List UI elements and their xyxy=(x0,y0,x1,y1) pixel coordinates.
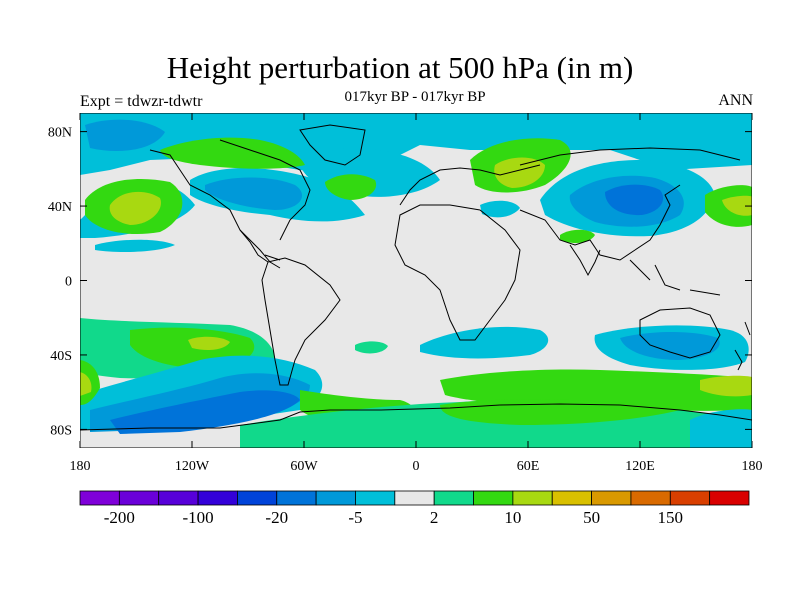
season-label: ANN xyxy=(718,92,753,109)
north-america-negative-core xyxy=(205,177,303,210)
central-america-coast xyxy=(239,229,281,263)
x-tick-label: 180 xyxy=(742,459,763,474)
y-tick-label: 40N xyxy=(48,200,72,215)
south-indian-positive-bottom xyxy=(440,399,680,425)
new-zealand-coast xyxy=(734,321,751,371)
southern-indian-positive-core xyxy=(700,375,752,397)
india-coast xyxy=(569,244,601,277)
west-pacific-positive-core xyxy=(722,195,752,216)
x-tick-label: 120E xyxy=(625,459,655,474)
colorbar-swatch xyxy=(197,490,238,506)
colorbar-label: 150 xyxy=(658,508,684,527)
colorbar-swatch xyxy=(473,490,514,506)
greenland-coast xyxy=(299,124,366,166)
colorbar: -200 -100 -20 -5 2 10 50 150 xyxy=(79,490,750,527)
coastlines xyxy=(80,124,752,431)
colorbar-swatch xyxy=(158,490,199,506)
x-tick-label: 180 xyxy=(70,459,91,474)
y-tick-label: 0 xyxy=(65,275,72,290)
x-tick-label: 60W xyxy=(290,459,318,474)
colorbar-swatch xyxy=(118,490,160,506)
colorbar-label: 50 xyxy=(583,508,600,527)
colorbar-swatch xyxy=(355,490,396,506)
colorbar-swatch xyxy=(315,490,356,506)
southeast-pacific-positive-core xyxy=(80,372,92,396)
x-axis-ticks: 180 120W 60W 0 60E 120E 180 xyxy=(70,113,763,474)
x-tick-label: 60E xyxy=(517,459,540,474)
colorbar-swatch xyxy=(591,490,632,506)
colorbar-label: 2 xyxy=(430,508,439,527)
plot-title: Height perturbation at 500 hPa (in m) xyxy=(166,50,634,85)
southeast-asia-islands xyxy=(629,259,721,296)
australia-negative-core xyxy=(620,332,720,360)
colorbar-swatch xyxy=(512,490,553,506)
colorbar-label: -200 xyxy=(104,508,135,527)
colorbar-swatch xyxy=(79,490,120,506)
north-atlantic-positive xyxy=(325,174,377,200)
asia-coast xyxy=(519,147,741,261)
south-pacific-positive-core xyxy=(188,336,230,350)
greenland-positive xyxy=(160,137,305,169)
mediterranean-negative xyxy=(480,200,520,218)
indian-ocean-negative xyxy=(420,326,549,359)
y-tick-label: 80N xyxy=(48,126,72,141)
colorbar-swatch xyxy=(709,490,750,506)
colorbar-swatch xyxy=(630,490,671,506)
colorbar-swatch xyxy=(394,490,435,506)
colorbar-swatch xyxy=(551,490,592,506)
axes: 180 120W 60W 0 60E 120E 180 80N 40N 0 40S 80S xyxy=(48,113,763,474)
colorbar-swatch xyxy=(276,490,317,506)
antarctica-coast xyxy=(80,403,752,431)
y-tick-label: 40S xyxy=(50,349,72,364)
tropical-pacific-negative xyxy=(95,239,175,253)
australia-coast xyxy=(639,307,721,359)
colorbar-label: 10 xyxy=(504,508,521,527)
north-america-coast xyxy=(149,139,311,269)
y-axis-ticks: 80N 40N 0 40S 80S xyxy=(48,126,752,438)
europe-positive-core xyxy=(494,157,545,188)
height-perturbation-map xyxy=(80,113,752,448)
arctic-negative-core xyxy=(85,119,165,152)
contour-fills-south xyxy=(80,318,752,448)
colorbar-swatch xyxy=(237,490,278,506)
africa-coast xyxy=(394,204,521,341)
north-pacific-positive-core xyxy=(109,191,161,225)
arabia-positive xyxy=(560,229,595,243)
plot-subtitle: 017kyr BP - 017kyr BP xyxy=(344,89,486,105)
x-tick-label: 120W xyxy=(175,459,210,474)
colorbar-label: -20 xyxy=(265,508,288,527)
europe-coast xyxy=(399,164,541,206)
experiment-label: Expt = tdwzr-tdwtr xyxy=(80,93,203,110)
south-america-coast xyxy=(261,257,341,386)
south-atlantic-small-positive xyxy=(355,341,388,354)
southern-ocean-negative-core xyxy=(110,390,300,434)
colorbar-label: -5 xyxy=(348,508,362,527)
contour-fills-north xyxy=(80,113,752,253)
colorbar-label: -100 xyxy=(182,508,213,527)
colorbar-swatch xyxy=(669,490,711,506)
asia-negative-core xyxy=(605,184,664,216)
colorbar-swatch xyxy=(433,490,474,506)
tasman-negative xyxy=(690,409,752,448)
y-tick-label: 80S xyxy=(50,423,72,438)
x-tick-label: 0 xyxy=(413,459,420,474)
